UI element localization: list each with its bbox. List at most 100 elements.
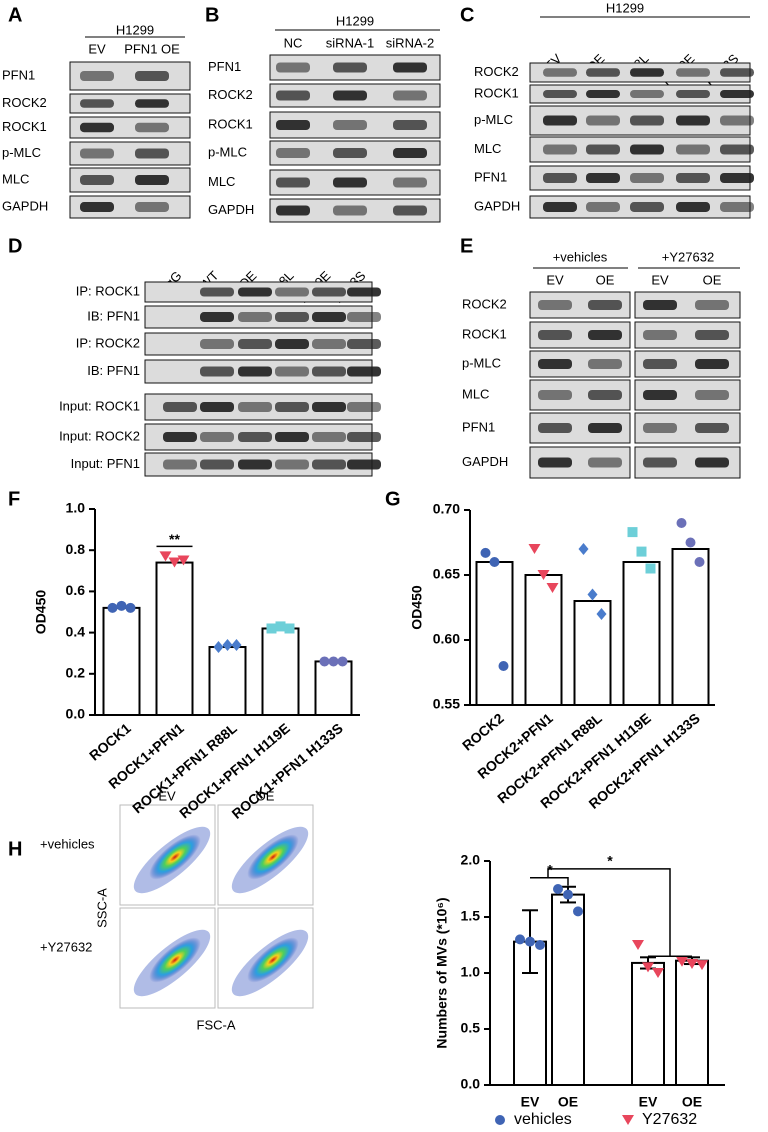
band: [312, 459, 346, 470]
band: [238, 366, 272, 377]
y-tick-label: 2.0: [461, 852, 481, 868]
row-label: GAPDH: [462, 454, 508, 469]
density: [149, 937, 201, 983]
band: [312, 432, 346, 442]
band: [80, 99, 114, 108]
data-point: [632, 940, 644, 950]
band: [200, 432, 234, 442]
data-point: [596, 608, 607, 620]
band: [347, 366, 381, 377]
row-label: MLC: [208, 174, 235, 189]
band: [586, 115, 620, 126]
row-label: MLC: [474, 141, 501, 156]
column-label: OE: [256, 788, 275, 803]
lane-label: EV: [88, 41, 106, 56]
band: [200, 339, 234, 349]
band: [588, 457, 622, 468]
lane-label: EV: [651, 272, 669, 287]
lane-label: OE: [703, 272, 722, 287]
data-point: [168, 557, 181, 568]
group-label: +Y27632: [662, 249, 714, 264]
bar: [261, 627, 300, 716]
group-label: +vehicles: [553, 249, 608, 264]
band: [586, 89, 620, 99]
band: [543, 68, 577, 77]
row-label: ROCK2: [474, 64, 519, 79]
data-point: [694, 557, 705, 567]
data-point: [159, 551, 172, 562]
y-tick-label: 0.65: [433, 566, 460, 582]
y-tick-label: 0.0: [461, 1076, 481, 1092]
lane-label: EV: [546, 272, 564, 287]
band: [135, 122, 169, 133]
band: [276, 148, 310, 158]
data-point: [622, 1115, 634, 1125]
bar: [551, 893, 585, 1086]
band: [333, 205, 367, 216]
band: [238, 432, 272, 442]
bar: [102, 606, 141, 717]
band: [543, 89, 577, 99]
row-label: p-MLC: [208, 144, 247, 159]
band: [393, 148, 427, 158]
band: [630, 89, 664, 99]
band: [543, 173, 577, 183]
band: [586, 144, 620, 155]
band: [695, 457, 729, 468]
y-tick-label: 0.0: [66, 706, 86, 722]
data-point: [546, 583, 559, 593]
bar: [671, 548, 710, 706]
data-point: [231, 638, 242, 651]
band: [643, 390, 677, 400]
band: [80, 175, 114, 185]
band: [347, 287, 381, 297]
band: [275, 459, 309, 470]
bar: [314, 660, 353, 717]
blot-strip: [69, 61, 191, 91]
band: [276, 205, 310, 216]
data-point: [535, 940, 545, 950]
x-tick-label: ROCK1: [86, 720, 134, 764]
data-point: [537, 570, 550, 580]
band: [238, 312, 272, 322]
band: [538, 423, 572, 433]
band: [543, 202, 577, 212]
band: [80, 202, 114, 212]
band: [275, 366, 309, 377]
y-tick-label: 0.6: [66, 582, 86, 598]
band: [312, 287, 346, 297]
band: [676, 115, 710, 126]
band: [393, 177, 427, 188]
x-tick-label: OE: [558, 1094, 578, 1110]
band: [538, 359, 572, 369]
band: [135, 99, 169, 108]
band: [80, 71, 114, 81]
band: [200, 402, 234, 412]
band: [276, 120, 310, 130]
data-point: [275, 621, 286, 632]
cell-line: H1299: [336, 13, 374, 28]
data-point: [578, 543, 589, 555]
band: [347, 312, 381, 322]
band: [200, 312, 234, 322]
band: [588, 359, 622, 369]
y-tick-label: 1.0: [461, 964, 481, 980]
axis-label: SSC-A: [94, 888, 109, 928]
y-axis-label: OD450: [33, 590, 49, 635]
band: [720, 89, 754, 99]
band: [275, 287, 309, 297]
row-label: ROCK1: [208, 116, 253, 131]
lane-label: OE: [596, 272, 615, 287]
y-tick-label: 0.70: [433, 501, 460, 517]
band: [630, 144, 664, 155]
bar: [573, 600, 612, 706]
lane-label: PFN1 OE: [124, 41, 180, 56]
y-tick-label: 0.60: [433, 631, 460, 647]
data-point: [495, 1115, 505, 1125]
data-point: [125, 602, 136, 613]
band: [720, 173, 754, 183]
row-label: GAPDH: [474, 198, 520, 213]
band: [695, 330, 729, 340]
data-point: [284, 623, 295, 634]
band: [347, 402, 381, 412]
